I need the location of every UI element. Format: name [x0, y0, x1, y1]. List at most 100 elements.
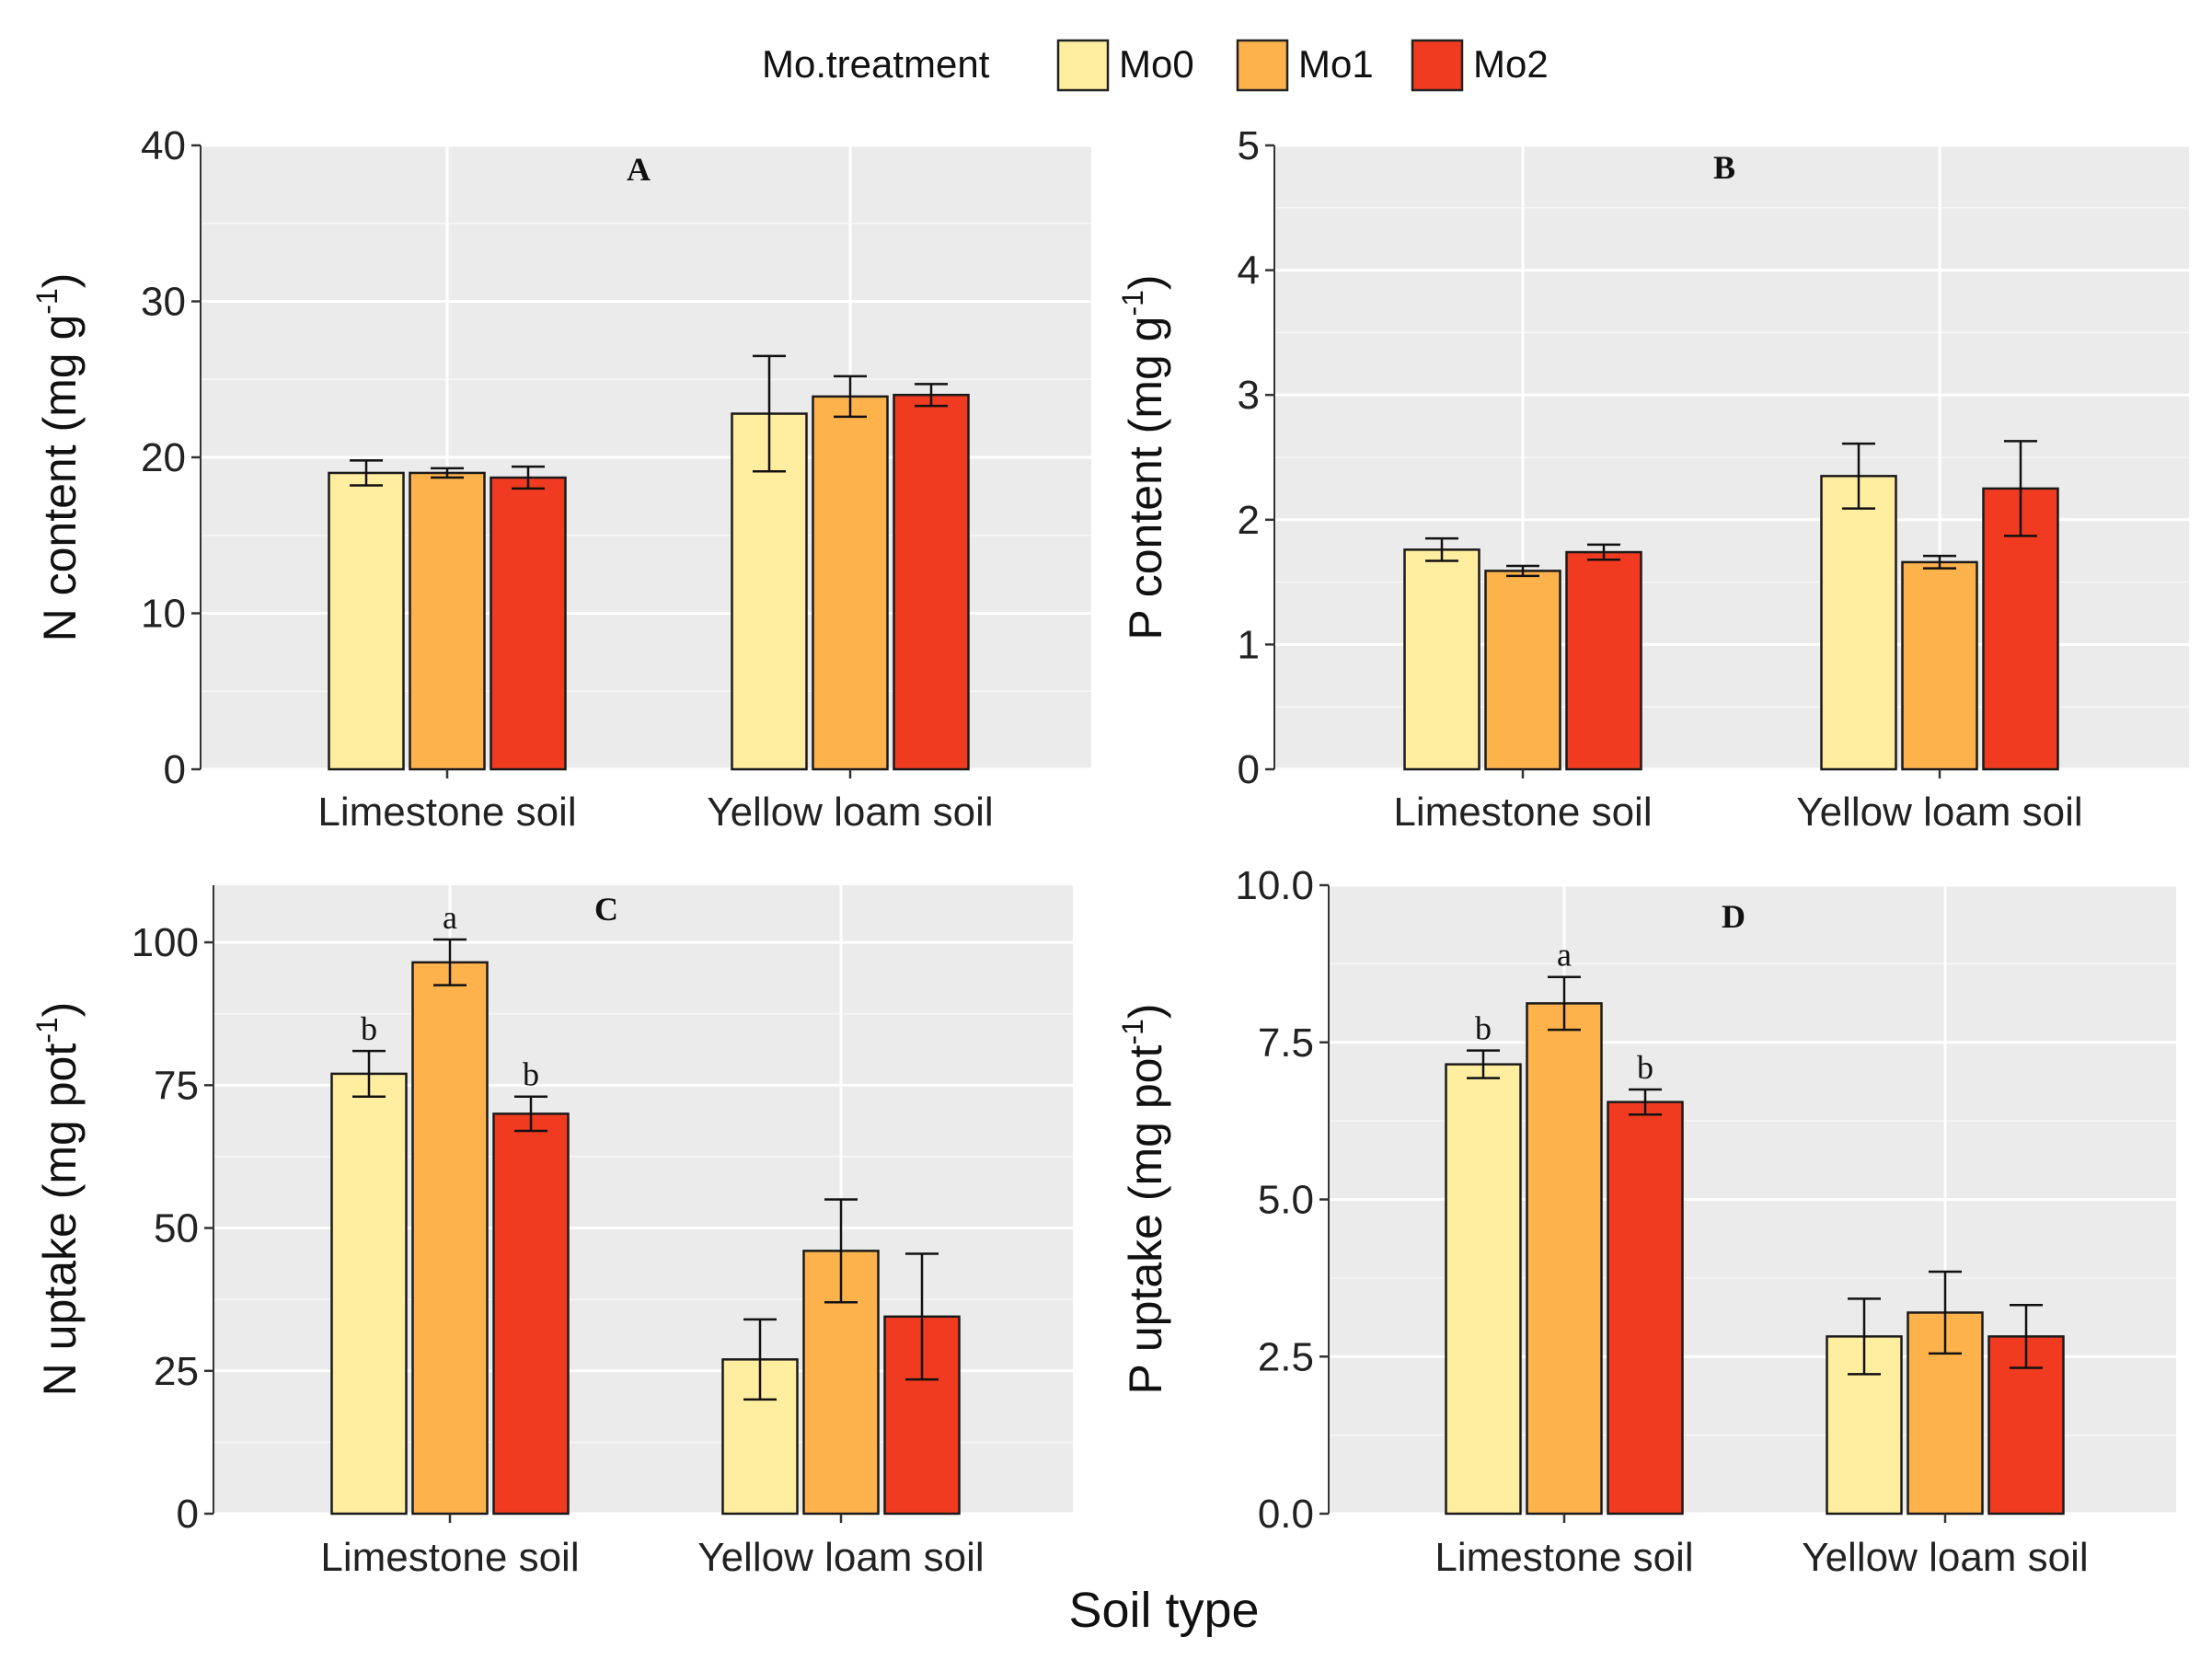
bar-mo0-limestone — [1403, 548, 1480, 771]
error-bar — [1425, 536, 1458, 562]
x-tick-label: Yellow loam soil — [707, 790, 993, 835]
y-tick-label: 5.0 — [1258, 1178, 1314, 1223]
error-bar — [824, 1198, 858, 1304]
y-axis-title: P content (mg g-1) — [1116, 274, 1171, 640]
panel-c: 0 25 50 75 100 b a b Limestone soil Yellow loam s… — [30, 885, 1073, 1580]
x-tick-label: Limestone soil — [320, 1535, 579, 1580]
error-bar — [905, 1252, 939, 1381]
bar-mo1-yellow-loam — [1901, 560, 1978, 771]
y-tick-label: 40 — [141, 123, 186, 168]
y-tick-label: 20 — [141, 435, 186, 480]
significance-letter: b — [1637, 1049, 1653, 1086]
y-tick-label: 50 — [154, 1206, 199, 1251]
panel-d: 0.0 2.5 5.0 7.5 10.0 b a b Limestone soil Yellow … — [1116, 863, 2176, 1580]
error-bar — [2004, 440, 2037, 537]
significance-letter: b — [523, 1056, 539, 1093]
bar-mo0-limestone — [1445, 1063, 1522, 1516]
y-axis-title: N uptake (mg pot-1) — [30, 1002, 86, 1397]
error-bar — [352, 1049, 386, 1098]
bar-mo1-limestone — [411, 961, 489, 1516]
y-tick-label: 2.5 — [1258, 1334, 1314, 1379]
significance-letter: b — [1475, 1010, 1492, 1047]
y-tick-label: 30 — [141, 280, 186, 325]
error-bar — [1929, 1270, 1962, 1355]
x-tick-label: Yellow loam soil — [697, 1535, 984, 1580]
y-tick-label: 10 — [141, 592, 186, 637]
error-bar — [431, 467, 464, 479]
error-bar — [1506, 564, 1539, 578]
bar-mo1-yellow-loam — [812, 395, 889, 771]
error-bar — [1629, 1088, 1662, 1116]
error-bar — [1587, 543, 1620, 561]
x-tick-label: Yellow loam soil — [1802, 1535, 2088, 1580]
x-tick-label: Yellow loam soil — [1796, 790, 2082, 835]
bar-mo2-yellow-loam — [893, 393, 970, 771]
x-tick-label: Limestone soil — [1434, 1535, 1693, 1580]
bar-mo1-limestone — [1526, 1002, 1603, 1516]
y-axis-title: P uptake (mg pot-1) — [1116, 1004, 1171, 1395]
y-tick-label: 2 — [1238, 498, 1260, 543]
y-tick-label: 25 — [154, 1349, 199, 1394]
error-bar — [512, 465, 545, 490]
x-axis-title: Soil type — [1068, 1583, 1259, 1638]
error-bar — [1842, 442, 1875, 510]
y-tick-label: 0.0 — [1258, 1492, 1314, 1537]
y-tick-label: 0 — [164, 747, 186, 792]
y-tick-label: 7.5 — [1258, 1020, 1314, 1066]
y-tick-label: 5 — [1238, 123, 1260, 168]
error-bar — [1467, 1049, 1500, 1079]
bar-mo1-limestone — [1484, 570, 1561, 771]
legend-label: Mo0 — [1119, 42, 1194, 86]
panel-label: D — [1722, 898, 1745, 935]
bar-mo2-limestone — [490, 476, 567, 771]
legend-title: Mo.treatment — [762, 42, 990, 86]
bar-mo0-limestone — [330, 1072, 408, 1516]
bar-mo2-limestone — [492, 1112, 570, 1516]
x-tick-label: Limestone soil — [317, 790, 576, 835]
y-tick-label: 0 — [1238, 747, 1260, 792]
bar-mo0-yellow-loam — [1820, 475, 1897, 771]
y-tick-label: 3 — [1238, 373, 1260, 418]
significance-letter: a — [443, 899, 457, 936]
y-tick-label: 4 — [1238, 248, 1260, 294]
legend-label: Mo1 — [1298, 42, 1374, 86]
panel-a: 0 10 20 30 40 Limestone soil Yellow loam soil A… — [30, 123, 1091, 835]
y-tick-label: 1 — [1238, 622, 1260, 667]
error-bar — [1548, 975, 1581, 1032]
bar-mo1-limestone — [409, 471, 486, 771]
legend-item-mo1: Mo1 — [1236, 39, 1374, 92]
error-bar — [2010, 1303, 2043, 1369]
panel-b: 0 1 2 3 4 5 Limestone soil Yellow loam soil B P c… — [1116, 123, 2189, 835]
error-bar — [514, 1095, 547, 1133]
bar-mo0-yellow-loam — [731, 412, 808, 771]
legend-swatch — [1056, 39, 1110, 92]
legend-label: Mo2 — [1473, 42, 1549, 86]
y-tick-label: 100 — [132, 920, 199, 965]
error-bar — [433, 938, 467, 986]
bar-mo0-limestone — [328, 471, 405, 771]
panel-label: A — [627, 151, 651, 188]
error-bar — [1923, 554, 1956, 570]
legend: Mo.treatment Mo0 Mo1 Mo2 — [762, 39, 1549, 92]
legend-item-mo2: Mo2 — [1411, 39, 1549, 92]
panel-label: C — [594, 891, 618, 928]
error-bar — [753, 354, 786, 473]
error-bar — [834, 375, 867, 419]
significance-letter: b — [361, 1010, 377, 1047]
bar-mo2-limestone — [1565, 550, 1642, 771]
legend-swatch — [1236, 39, 1289, 92]
y-axis-title: N content (mg g-1) — [30, 273, 86, 642]
significance-letter: a — [1557, 937, 1572, 974]
y-tick-label: 10.0 — [1235, 863, 1314, 908]
panel-label: B — [1713, 149, 1735, 186]
bar-mo2-limestone — [1607, 1101, 1684, 1516]
error-bar — [743, 1318, 777, 1401]
y-tick-label: 75 — [154, 1063, 199, 1108]
x-tick-label: Limestone soil — [1393, 790, 1652, 835]
error-bar — [1848, 1297, 1881, 1376]
error-bar — [915, 383, 948, 408]
error-bar — [350, 459, 383, 487]
legend-swatch — [1411, 39, 1464, 92]
